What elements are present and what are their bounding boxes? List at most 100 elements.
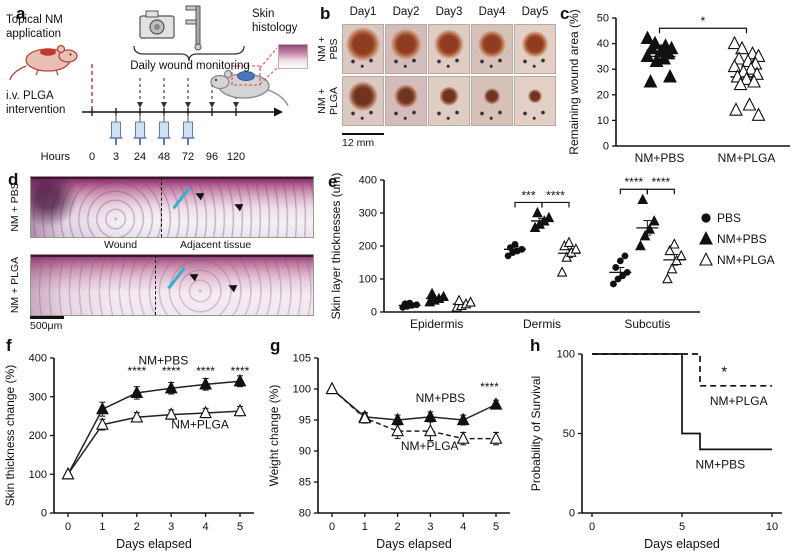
svg-text:Days elapsed: Days elapsed	[116, 537, 192, 551]
topical-nm-label: Topical NM application	[6, 14, 63, 40]
svg-text:NM+PLGA: NM+PLGA	[171, 418, 229, 432]
svg-text:Skin thickness change (%): Skin thickness change (%)	[3, 365, 17, 506]
scale-bar	[30, 316, 64, 319]
skin-histology-label: Skin histology	[252, 8, 298, 34]
svg-text:300: 300	[359, 208, 377, 220]
svg-text:85: 85	[299, 477, 311, 489]
wound-photo	[514, 24, 556, 74]
panel-label-f: f	[6, 336, 12, 355]
wound-photo	[385, 76, 427, 126]
svg-text:5: 5	[237, 521, 243, 533]
arrowhead-annotation	[227, 281, 238, 292]
svg-text:Weight change (%): Weight change (%)	[267, 385, 281, 487]
svg-text:5: 5	[493, 521, 499, 533]
panel-label-h: h	[530, 336, 541, 355]
panel-f-thickness-change-chart: f 0 100 200 300 400 Skin thickness change (%)…	[2, 336, 264, 555]
arrowhead-annotation	[187, 270, 199, 282]
panel-label-g: g	[270, 336, 281, 355]
svg-text:200: 200	[29, 430, 47, 442]
svg-text:0: 0	[569, 508, 575, 520]
svg-text:Epidermis: Epidermis	[410, 317, 463, 331]
svg-text:1: 1	[362, 521, 368, 533]
svg-text:****: ****	[651, 175, 670, 189]
weight-change-chart: 80 85 90 95 100 105 Weight change (%) 0 1 2 3 4 5 Day…	[266, 336, 522, 555]
svg-text:NM+PBS: NM+PBS	[635, 151, 685, 165]
svg-text:NM+PBS: NM+PBS	[416, 391, 466, 405]
svg-text:120: 120	[227, 151, 245, 163]
svg-text:4: 4	[460, 521, 466, 533]
svg-text:40: 40	[597, 38, 609, 50]
svg-text:400: 400	[29, 353, 47, 365]
svg-text:0: 0	[65, 521, 71, 533]
svg-text:Days elapsed: Days elapsed	[376, 537, 452, 551]
remaining-wound-area-chart: 0 10 20 30 40 50 Remaining wound area (%) NM+PB…	[556, 2, 796, 174]
scale-bar	[342, 133, 384, 135]
wound-photo	[342, 76, 384, 126]
survival-probability-chart: 0 50 100 Probability of Survival 0 5 10 Days el…	[526, 336, 796, 555]
scale-label: 12 mm	[342, 137, 375, 149]
svg-text:0: 0	[41, 508, 47, 520]
axes: 0 100 200 300 400 Skin thickness change (%) 0 1…	[3, 353, 254, 551]
chart-body	[640, 30, 766, 121]
histology-image-nm-plga	[30, 254, 314, 316]
axes: 0 10 20 30 40 50 Remaining wound area (%) NM+PB…	[567, 9, 790, 165]
measurement-line	[167, 266, 186, 290]
panel-d-histology: d NM + PBS NM + PLGA Wound Adjacent tiss…	[4, 170, 318, 334]
camera-icon	[139, 10, 175, 39]
svg-text:10: 10	[766, 521, 778, 533]
svg-text:3: 3	[427, 521, 433, 533]
panel-label-b: b	[320, 4, 331, 23]
panel-g-weight-change-chart: g 80 85 90 95 100 105 Weight change (%) 0 1 2 3 4 5 D…	[266, 336, 522, 555]
svg-text:2: 2	[395, 521, 401, 533]
svg-text:10: 10	[597, 115, 609, 127]
series-line	[331, 388, 496, 440]
caliper-icon	[185, 5, 202, 51]
svg-text:0: 0	[329, 521, 335, 533]
panel-e-layer-thickness-chart: e 0 100 200 300 400 Skin layer thicknesses (u…	[322, 170, 796, 334]
svg-text:3: 3	[168, 521, 174, 533]
wound-boundary-line	[160, 177, 162, 237]
svg-text:5: 5	[679, 521, 685, 533]
histology-row-label-plga: NM + PLGA	[9, 256, 21, 314]
survival-curve	[592, 353, 772, 451]
svg-text:30: 30	[597, 64, 609, 76]
svg-text:Remaining wound area (%): Remaining wound area (%)	[567, 9, 581, 154]
svg-text:***: ***	[521, 188, 535, 202]
syringe-icon	[157, 114, 171, 145]
svg-text:****: ****	[624, 175, 643, 189]
schematic-drawing: Hours 0 3 24 48 72 96 120	[9, 5, 289, 163]
svg-text:2: 2	[134, 521, 140, 533]
svg-text:0: 0	[603, 141, 609, 153]
arrowhead-annotation	[193, 190, 204, 201]
svg-text:48: 48	[158, 151, 170, 163]
timeline: Hours 0 3 24 48 72 96 120	[41, 107, 283, 163]
svg-text:0: 0	[371, 307, 377, 319]
svg-text:3: 3	[113, 151, 119, 163]
svg-text:****: ****	[196, 364, 215, 378]
significance-bracket	[646, 188, 675, 195]
axes: 0 100 200 300 400 Skin layer thicknesses (um)…	[329, 173, 700, 331]
series-line	[67, 380, 241, 475]
svg-text:NM+PLGA: NM+PLGA	[401, 439, 459, 453]
svg-text:Skin layer thicknesses (um): Skin layer thicknesses (um)	[329, 173, 343, 320]
chart-svg: 0 100 200 300 400 Skin thickness change (%) 0 1…	[3, 353, 254, 551]
svg-text:24: 24	[134, 151, 146, 163]
svg-text:100: 100	[359, 274, 377, 286]
panel-a-schematic: a Hours 0 3 24 48 72 96 120 Topical NM applicat…	[4, 2, 314, 168]
day-label: Day5	[521, 6, 549, 18]
svg-text:NM+PBS: NM+PBS	[696, 457, 746, 471]
daily-wound-monitoring-label: Daily wound monitoring	[130, 60, 250, 72]
mouse-histology-icon	[210, 47, 289, 107]
svg-text:90: 90	[299, 446, 311, 458]
svg-text:105: 105	[293, 353, 311, 365]
wound-photo	[385, 24, 427, 74]
svg-text:96: 96	[206, 151, 218, 163]
svg-text:0: 0	[589, 521, 595, 533]
svg-text:95: 95	[299, 415, 311, 427]
day-label: Day4	[478, 6, 506, 18]
measurement-line	[172, 186, 191, 210]
svg-text:100: 100	[29, 469, 47, 481]
significance-bracket	[619, 188, 648, 195]
svg-text:NM+PBS: NM+PBS	[139, 354, 189, 368]
svg-text:20: 20	[597, 89, 609, 101]
